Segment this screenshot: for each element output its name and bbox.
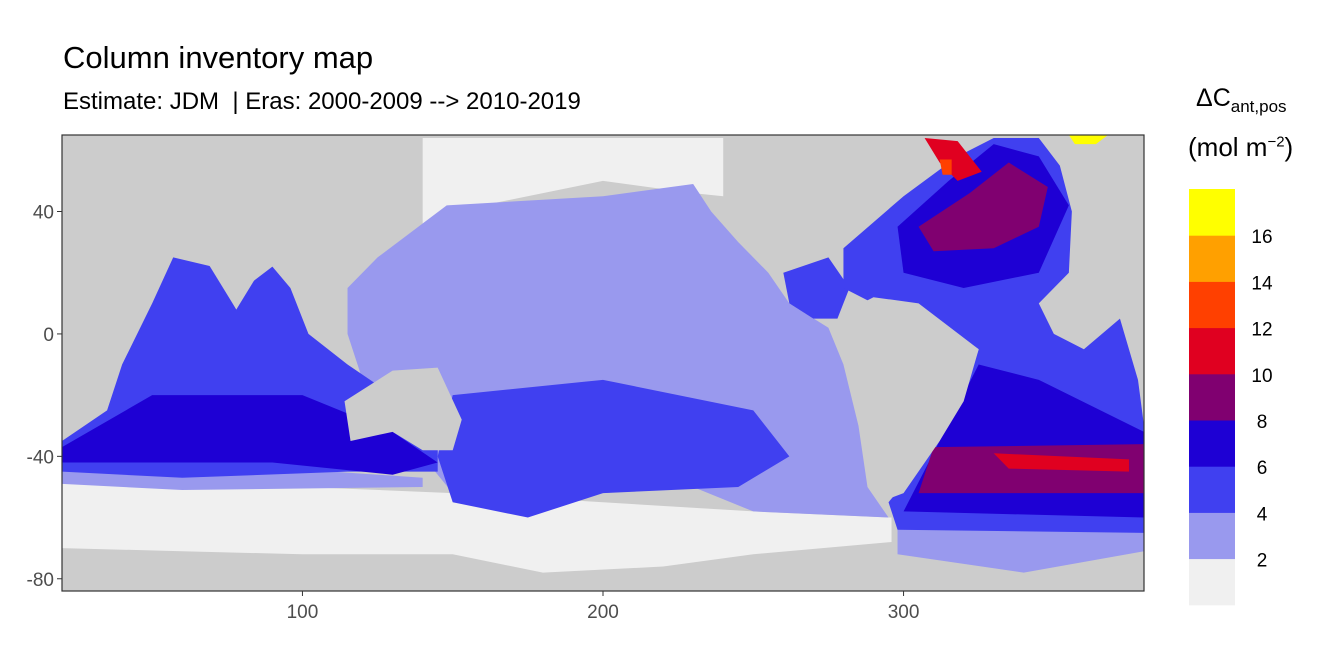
legend-color-bin: [1189, 281, 1235, 329]
region-south-america: [840, 297, 979, 503]
y-tick-label: -80: [27, 570, 54, 591]
x-tick-label: 200: [587, 602, 619, 623]
chart-subtitle: Estimate: JDM | Eras: 2000-2009 --> 2010…: [63, 88, 581, 115]
region-north-atlantic-core: [918, 162, 1048, 252]
legend-break-label: 4: [1257, 504, 1268, 525]
legend-break-label: 2: [1257, 551, 1268, 572]
legend-unit-main: (mol m: [1188, 132, 1268, 162]
legend-color-bin: [1189, 189, 1235, 236]
legend-break-label: 8: [1257, 412, 1268, 433]
x-tick-label: 300: [888, 602, 920, 623]
region-arctic-north-pacific: [422, 138, 724, 236]
legend-title-main: ΔC: [1196, 84, 1231, 112]
legend-title-sub: ant,pos: [1230, 97, 1287, 116]
legend-break-label: 16: [1251, 227, 1272, 248]
y-tick-label: 0: [43, 325, 54, 346]
legend-break-label: 10: [1251, 366, 1272, 387]
legend-color-bin: [1189, 235, 1235, 282]
legend-break-label: 12: [1251, 320, 1272, 341]
legend-title: ΔCant,pos: [1196, 84, 1287, 117]
ocean-regions: [62, 135, 1144, 573]
region-labrador-edge: [939, 159, 952, 175]
region-south-atlantic-max: [993, 453, 1129, 472]
chart-title: Column inventory map: [63, 40, 374, 75]
legend-unit-close: ): [1284, 132, 1294, 162]
region-labrador-sea: [924, 138, 982, 181]
region-australia: [344, 367, 462, 451]
region-eastern-tropical-pacific: [783, 257, 850, 319]
x-tick-label: 100: [287, 602, 319, 623]
legend-break-label: 6: [1257, 458, 1268, 479]
legend-unit: (mol m−2): [1188, 132, 1293, 163]
region-south-west-pacific: [437, 379, 790, 518]
legend-color-bin: [1189, 466, 1235, 513]
region-india: [206, 260, 267, 310]
legend-color-bin: [1189, 558, 1235, 606]
y-tick-label: 40: [33, 203, 54, 224]
legend-color-bin: [1189, 373, 1235, 421]
region-southern-ocean-band: [62, 477, 892, 573]
legend-break-label: 14: [1251, 273, 1273, 294]
legend-color-bin: [1189, 327, 1235, 375]
legend-color-bin: [1189, 512, 1235, 560]
region-southern-indian-ocean: [62, 395, 438, 475]
y-tick-label: -40: [27, 447, 54, 468]
region-weddell-sea: [897, 529, 1144, 573]
region-nordic-seas: [1068, 135, 1108, 145]
legend-unit-sup: −2: [1267, 133, 1285, 151]
legend-color-bin: [1189, 420, 1235, 467]
